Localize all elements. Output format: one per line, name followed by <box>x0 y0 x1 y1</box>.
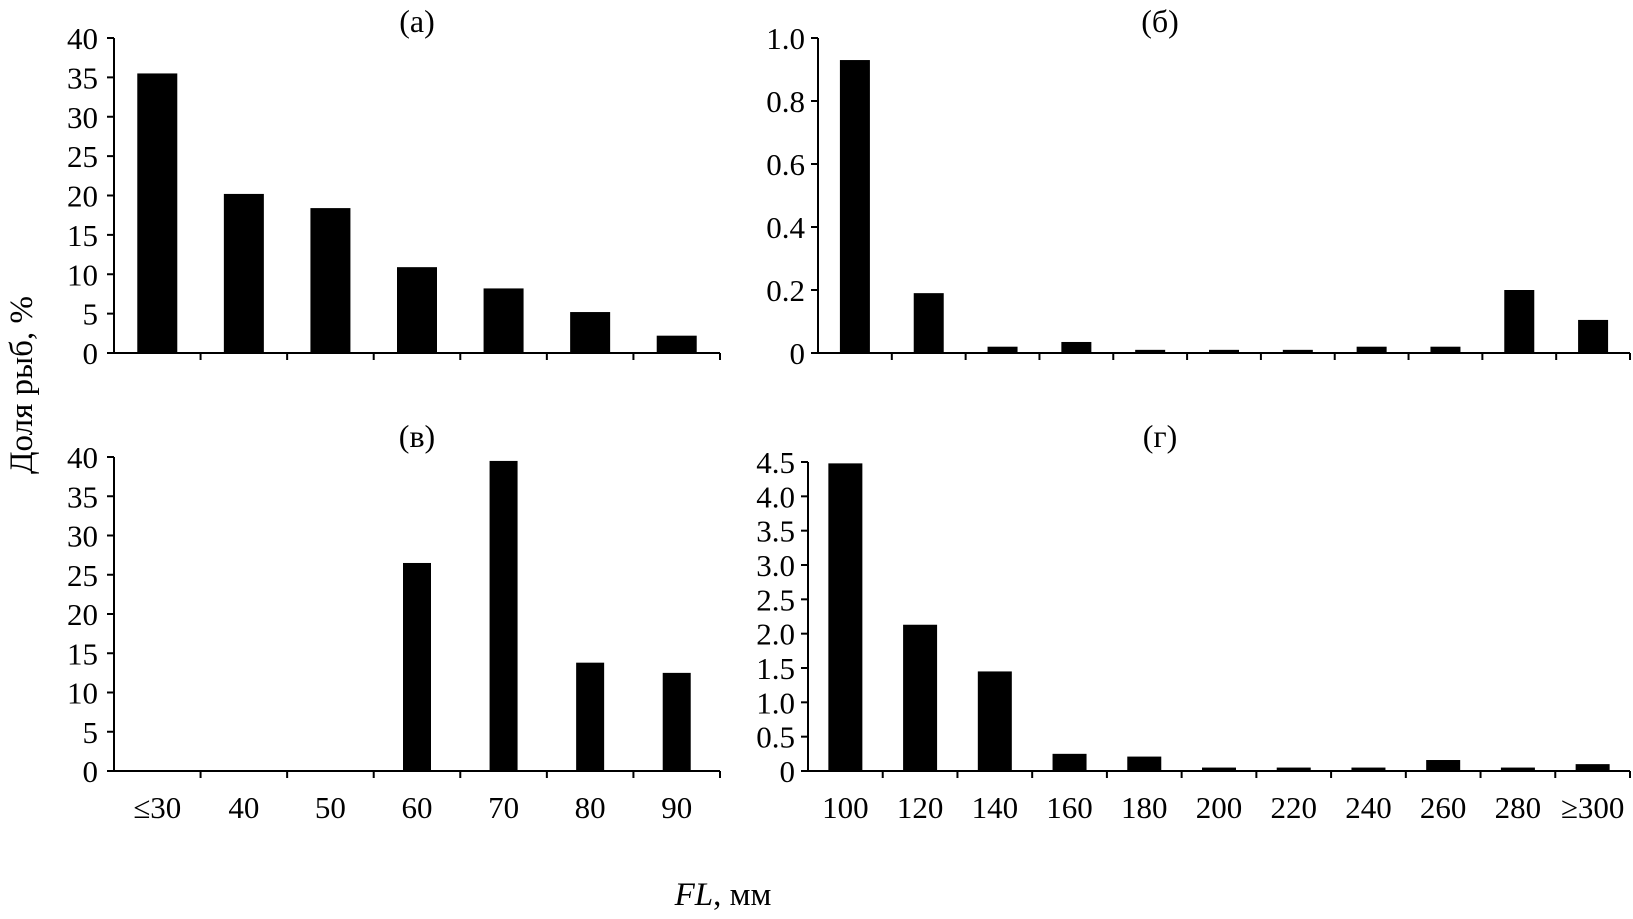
bar-b-8 <box>1430 346 1461 353</box>
x-tick-label: ≥300 <box>1561 790 1625 825</box>
bar-d-1 <box>903 624 938 771</box>
y-tick-label: 3.0 <box>756 548 795 583</box>
y-tick-label: 2.0 <box>756 617 795 652</box>
x-tick-label: 140 <box>972 790 1019 825</box>
y-tick-label: 25 <box>67 558 98 593</box>
bar-b-2 <box>987 346 1018 353</box>
x-tick-label: 280 <box>1495 790 1542 825</box>
y-axis-label: Доля рыб, % <box>4 296 40 474</box>
bar-d-9 <box>1500 767 1535 771</box>
y-tick-label: 0.6 <box>766 147 805 182</box>
bar-c-6 <box>662 672 691 771</box>
y-tick-label: 3.5 <box>756 514 795 549</box>
x-tick-label: 100 <box>822 790 869 825</box>
bar-d-0 <box>828 463 863 771</box>
y-tick-label: 35 <box>67 60 98 95</box>
x-tick-label: 120 <box>897 790 944 825</box>
bar-b-6 <box>1282 349 1313 353</box>
y-tick-label: 0 <box>780 754 796 789</box>
y-tick-label: 0.4 <box>766 210 805 245</box>
x-tick-label: 240 <box>1345 790 1392 825</box>
bar-b-10 <box>1578 319 1609 353</box>
panel-title-c: (в) <box>399 418 435 454</box>
panel-title-d: (г) <box>1143 418 1177 454</box>
bar-b-5 <box>1209 349 1239 353</box>
bar-a-5 <box>570 312 611 353</box>
y-tick-label: 40 <box>67 21 98 56</box>
y-tick-label: 10 <box>67 676 98 711</box>
y-tick-label: 0 <box>83 754 99 789</box>
y-tick-label: 15 <box>67 636 98 671</box>
x-axis-label-rest: , мм <box>713 877 771 913</box>
y-tick-label: 0 <box>83 336 99 371</box>
bar-d-7 <box>1351 767 1386 771</box>
panel-title-b: (б) <box>1141 3 1179 39</box>
y-tick-label: 30 <box>67 519 98 554</box>
x-tick-label: 200 <box>1196 790 1243 825</box>
x-tick-label: 160 <box>1046 790 1093 825</box>
x-tick-label: 220 <box>1270 790 1317 825</box>
bar-d-2 <box>977 671 1012 771</box>
x-tick-label: 180 <box>1121 790 1168 825</box>
y-tick-label: 40 <box>67 440 98 475</box>
x-tick-label: 40 <box>228 790 259 825</box>
y-tick-label: 0.5 <box>756 720 795 755</box>
y-tick-label: 20 <box>67 179 98 214</box>
x-axis-label: FL, мм <box>674 877 772 913</box>
bar-a-2 <box>310 208 351 353</box>
chart-panel-b: (б) 0 0.2 0.4 0.6 0.8 1.0 <box>766 3 1631 371</box>
x-tick-label: ≤30 <box>133 790 181 825</box>
panel-title-a: (а) <box>399 3 435 39</box>
bar-d-5 <box>1202 767 1236 771</box>
bar-d-3 <box>1052 753 1087 771</box>
y-tick-label: 25 <box>67 139 98 174</box>
bar-b-7 <box>1356 346 1387 353</box>
chart-panel-d: (г) 00.51.01.52.02.53.03.54.04.5 100 120 140… <box>756 418 1631 825</box>
bar-d-10 <box>1575 764 1610 771</box>
x-tick-label: 60 <box>402 790 433 825</box>
x-axis-label-italic: FL <box>674 877 714 913</box>
y-tick-label: 0.2 <box>766 273 805 308</box>
bar-a-3 <box>397 267 437 353</box>
bar-b-0 <box>839 60 870 354</box>
x-tick-label: 70 <box>488 790 519 825</box>
bar-d-4 <box>1127 756 1162 771</box>
bar-b-1 <box>913 293 944 353</box>
x-tick-label: 90 <box>661 790 692 825</box>
y-tick-label: 5 <box>83 715 99 750</box>
x-tick-label: 260 <box>1420 790 1467 825</box>
y-tick-label: 20 <box>67 597 98 632</box>
bar-a-4 <box>483 288 524 353</box>
bar-c-3 <box>403 562 431 771</box>
x-tick-label: 80 <box>575 790 606 825</box>
x-tick-label: 50 <box>315 790 346 825</box>
bar-c-5 <box>576 662 605 771</box>
bar-d-6 <box>1276 767 1311 771</box>
y-tick-label: 30 <box>67 100 98 135</box>
chart-panel-c: (в) 0 5 10 15 20 25 30 35 40 ≤30 40 50 60 70 80 90 <box>67 418 721 825</box>
y-tick-label: 4.5 <box>756 445 795 480</box>
bar-b-9 <box>1504 290 1535 353</box>
y-tick-label: 35 <box>67 479 98 514</box>
y-tick-label: 0 <box>790 336 806 371</box>
bar-b-4 <box>1135 349 1166 353</box>
bar-a-6 <box>656 335 697 353</box>
bar-a-1 <box>223 193 264 353</box>
y-tick-label: 10 <box>67 257 98 292</box>
y-tick-label: 4.0 <box>756 479 795 514</box>
bar-d-8 <box>1426 760 1461 771</box>
bar-c-4 <box>489 460 518 771</box>
y-tick-label: 0.8 <box>766 84 805 119</box>
y-tick-label: 1.5 <box>756 651 795 686</box>
bar-b-3 <box>1061 341 1092 353</box>
y-tick-label: 5 <box>83 297 99 332</box>
y-tick-label: 2.5 <box>756 582 795 617</box>
bar-a-0 <box>137 73 178 353</box>
chart-panel-a: (а) 0 5 10 15 20 25 30 35 40 <box>67 3 721 371</box>
y-tick-label: 1.0 <box>756 685 795 720</box>
y-tick-label: 15 <box>67 218 98 253</box>
y-tick-label: 1.0 <box>766 21 805 56</box>
